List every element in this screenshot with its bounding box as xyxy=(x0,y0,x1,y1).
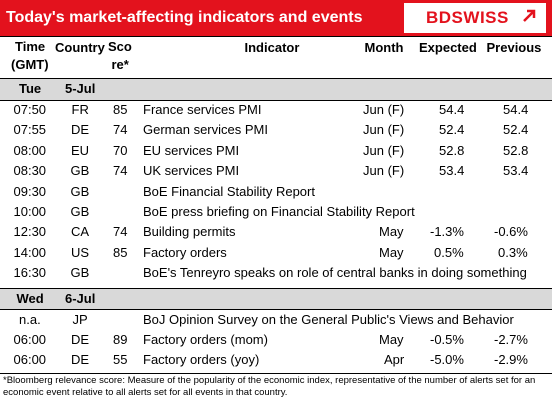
score-cell: 85 xyxy=(113,244,128,260)
time-cell: 06:00 xyxy=(13,332,47,347)
border xyxy=(0,373,552,374)
indicator-cell: UK services PMI xyxy=(143,163,240,179)
time-cell: 16:30 xyxy=(13,265,47,281)
time-cell: 10:00 xyxy=(13,204,47,219)
expected-cell: -5.0% xyxy=(430,352,464,368)
time-cell: 14:00 xyxy=(13,244,47,260)
indicator-cell: BoJ Opinion Survey on the General Public… xyxy=(143,311,514,327)
previous-cell: 0.3% xyxy=(498,244,528,260)
time-cell: n.a. xyxy=(19,311,41,327)
border xyxy=(0,287,552,289)
date: 6-Jul xyxy=(65,290,96,306)
country-cell: DE xyxy=(71,332,90,347)
score-cell: 55 xyxy=(113,352,128,368)
expected-cell: -1.3% xyxy=(430,224,464,240)
column-header: Indicator xyxy=(244,40,300,55)
previous-cell: -0.6% xyxy=(494,224,528,240)
month-cell: Apr xyxy=(384,352,405,368)
time-cell: 07:50 xyxy=(13,102,47,117)
indicator-cell: France services PMI xyxy=(143,102,262,117)
border xyxy=(0,36,552,37)
country-cell: EU xyxy=(71,142,90,158)
score-cell: 74 xyxy=(113,224,128,240)
time-cell: 12:30 xyxy=(13,224,47,240)
previous-cell: 54.4 xyxy=(503,102,529,117)
country-cell: GB xyxy=(70,183,90,199)
indicator-cell: Factory orders (mom) xyxy=(143,332,268,347)
indicator-cell: Factory orders (yoy) xyxy=(143,352,260,368)
date: 5-Jul xyxy=(65,81,96,96)
expected-cell: 53.4 xyxy=(439,163,465,179)
month-cell: May xyxy=(379,224,404,240)
time-cell: 07:55 xyxy=(13,122,47,138)
logo-arrow xyxy=(523,9,536,22)
month-cell: May xyxy=(379,244,404,260)
previous-cell: -2.9% xyxy=(494,352,528,368)
expected-cell: -0.5% xyxy=(430,332,464,347)
month-cell: May xyxy=(379,332,404,347)
indicator-cell: EU services PMI xyxy=(143,142,240,158)
border xyxy=(0,78,552,79)
indicator-cell: Building permits xyxy=(143,224,236,240)
indicator-cell: German services PMI xyxy=(143,122,268,138)
title: Today's market-affecting indicators and … xyxy=(6,9,363,26)
group-row xyxy=(0,288,552,310)
score-cell: 89 xyxy=(113,332,128,347)
footnote: *Bloomberg relevance score: Measure of t… xyxy=(3,375,536,398)
month-cell: Jun (F) xyxy=(363,102,405,117)
indicator-cell: BoE's Tenreyro speaks on role of central… xyxy=(143,265,527,281)
logo: BDSWISS xyxy=(426,8,509,27)
score-cell: 74 xyxy=(113,163,128,179)
column-header: Time xyxy=(15,39,46,54)
day: Tue xyxy=(19,81,42,96)
logo-box: BDSWISS xyxy=(404,3,546,33)
column-header: Expected xyxy=(419,40,477,55)
column-header: Month xyxy=(364,40,404,55)
border xyxy=(0,99,552,101)
previous-cell: 53.4 xyxy=(503,163,529,179)
time-cell: 06:00 xyxy=(13,352,47,368)
expected-cell: 52.4 xyxy=(439,122,465,138)
country-cell: FR xyxy=(71,102,89,117)
indicator-cell: BoE Financial Stability Report xyxy=(143,183,315,199)
indicator-cell: Factory orders xyxy=(143,244,227,260)
score-cell: 70 xyxy=(113,142,128,158)
expected-cell: 52.8 xyxy=(439,142,465,158)
score-cell: 85 xyxy=(113,102,128,117)
country-cell: GB xyxy=(70,265,90,281)
day: Wed xyxy=(16,290,44,306)
time-cell: 08:30 xyxy=(13,163,47,179)
group-row xyxy=(0,79,552,100)
border xyxy=(0,309,552,311)
previous-cell: 52.8 xyxy=(503,142,529,158)
country-cell: DE xyxy=(71,122,90,138)
month-cell: Jun (F) xyxy=(363,142,405,158)
expected-cell: 0.5% xyxy=(434,244,464,260)
country-cell: JP xyxy=(72,311,88,327)
title-bar: Today's market-affecting indicators and … xyxy=(0,0,552,36)
previous-cell: -2.7% xyxy=(494,332,528,347)
time-cell: 08:00 xyxy=(13,142,47,158)
column-header: Sco xyxy=(108,39,132,54)
column-header: re* xyxy=(111,57,129,72)
country-cell: CA xyxy=(71,224,90,240)
indicator-cell: BoE press briefing on Financial Stabilit… xyxy=(143,204,415,219)
previous-cell: 52.4 xyxy=(503,122,529,138)
month-cell: Jun (F) xyxy=(363,122,405,138)
month-cell: Jun (F) xyxy=(363,163,405,179)
time-cell: 09:30 xyxy=(13,183,47,199)
country-cell: GB xyxy=(70,204,90,219)
column-header: Country xyxy=(55,40,105,55)
country-cell: GB xyxy=(70,163,90,179)
country-cell: DE xyxy=(71,352,90,368)
column-header: (GMT) xyxy=(11,57,49,72)
score-cell: 74 xyxy=(113,122,128,138)
expected-cell: 54.4 xyxy=(439,102,465,117)
column-header: Previous xyxy=(486,40,542,55)
country-cell: US xyxy=(71,244,90,260)
